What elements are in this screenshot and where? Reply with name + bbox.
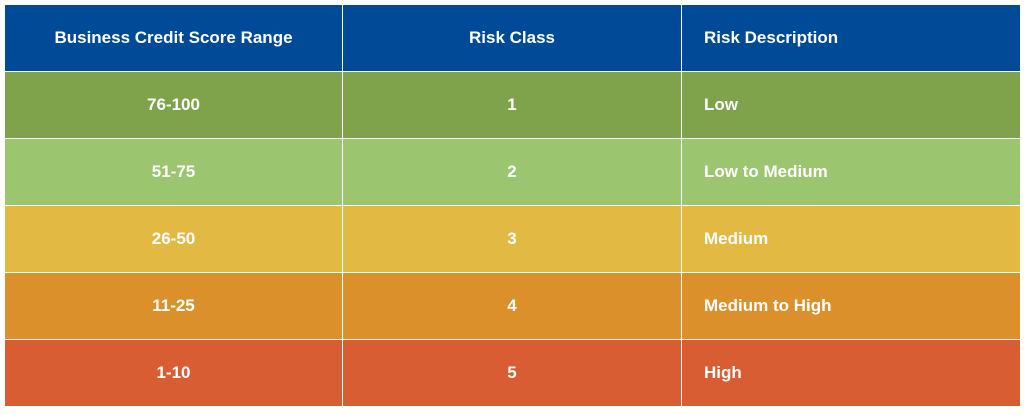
header-row: Business Credit Score Range Risk Class R… xyxy=(4,4,1021,72)
table-row: 26-50 3 Medium xyxy=(4,205,1021,273)
risk-table: Business Credit Score Range Risk Class R… xyxy=(4,4,1021,407)
table-cell: 3 xyxy=(342,205,682,273)
table-cell: 11-25 xyxy=(4,272,343,340)
table-cell: 2 xyxy=(342,138,682,206)
table-cell: Low xyxy=(681,71,1021,139)
header-cell: Risk Class xyxy=(342,4,682,72)
table-row: 51-75 2 Low to Medium xyxy=(4,138,1021,206)
table-cell: 51-75 xyxy=(4,138,343,206)
table-cell: Medium to High xyxy=(681,272,1021,340)
table-row: 1-10 5 High xyxy=(4,339,1021,407)
table-cell: 26-50 xyxy=(4,205,343,273)
table-row: 76-100 1 Low xyxy=(4,71,1021,139)
table-cell: High xyxy=(681,339,1021,407)
table-cell: Medium xyxy=(681,205,1021,273)
header-cell: Risk Description xyxy=(681,4,1021,72)
table-cell: 1-10 xyxy=(4,339,343,407)
table-cell: Low to Medium xyxy=(681,138,1021,206)
table-cell: 1 xyxy=(342,71,682,139)
table-cell: 4 xyxy=(342,272,682,340)
header-cell: Business Credit Score Range xyxy=(4,4,343,72)
table-header: Business Credit Score Range Risk Class R… xyxy=(4,4,1021,72)
table-row: 11-25 4 Medium to High xyxy=(4,272,1021,340)
table-body: 76-100 1 Low 51-75 2 Low to Medium 26-50 3 Mediu… xyxy=(4,71,1021,407)
table-cell: 76-100 xyxy=(4,71,343,139)
table-cell: 5 xyxy=(342,339,682,407)
